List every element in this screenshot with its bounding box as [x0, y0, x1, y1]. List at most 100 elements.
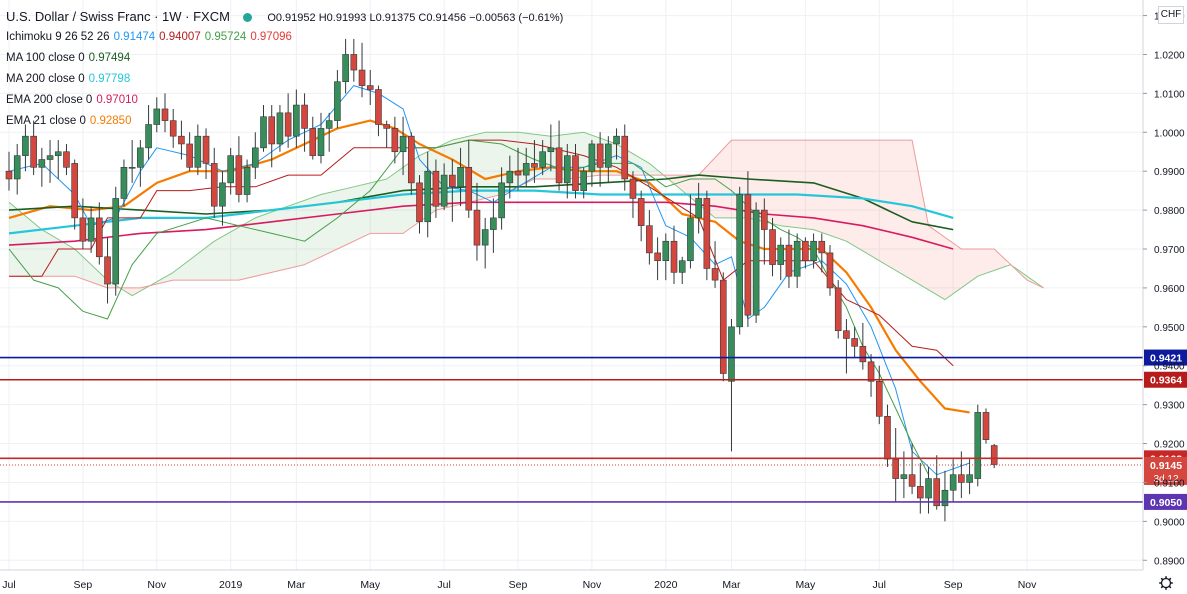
candle: [399, 116, 407, 176]
cloud-bullish-area: [152, 132, 662, 285]
candle: [834, 280, 842, 339]
indicator-label: EMA 21 close 0: [6, 115, 86, 127]
candle: [449, 159, 456, 222]
indicator-row[interactable]: MA 200 close 0 0.97798: [6, 69, 563, 90]
candle: [383, 120, 390, 148]
candle: [366, 70, 374, 106]
x-tick-label: Sep: [74, 579, 93, 591]
indicator-label: EMA 200 close 0: [6, 94, 93, 106]
y-tick-label: 0.9400: [1154, 362, 1185, 373]
candle: [137, 140, 144, 187]
candle: [629, 171, 637, 218]
symbol-row[interactable]: U.S. Dollar / Swiss Franc · 1W · FXCM O0…: [6, 6, 563, 27]
indicator-row[interactable]: Ichimoku 9 26 52 26 0.91474 0.94007 0.95724…: [6, 27, 563, 48]
candle: [728, 319, 735, 452]
candle: [654, 237, 661, 281]
candle: [662, 233, 670, 281]
indicator-row[interactable]: EMA 200 close 0 0.97010: [6, 90, 563, 111]
candle: [547, 124, 555, 172]
candle: [260, 105, 267, 152]
indicator-row[interactable]: EMA 21 close 0 0.92850: [6, 111, 563, 132]
indicator-row[interactable]: MA 100 close 0 0.97494: [6, 48, 563, 69]
candle: [473, 182, 481, 261]
symbol-title: U.S. Dollar / Swiss Franc · 1W · FXCM: [6, 9, 230, 24]
x-tick-label: Jul: [2, 579, 15, 591]
level-price-tag: [1144, 371, 1187, 388]
candle: [424, 151, 432, 238]
currency-badge[interactable]: CHF: [1158, 6, 1184, 24]
candle: [744, 171, 752, 327]
y-tick-label: 0.9600: [1154, 284, 1185, 295]
chart-legend: U.S. Dollar / Swiss Franc · 1W · FXCM O0…: [6, 6, 563, 132]
candle: [375, 85, 382, 137]
candle: [613, 128, 620, 160]
candle: [350, 38, 358, 82]
candle: [481, 217, 489, 269]
candle: [605, 136, 612, 183]
candle: [531, 140, 538, 183]
candle: [202, 128, 210, 179]
y-tick-label: 0.9500: [1154, 323, 1185, 334]
grid-lines: [0, 0, 1143, 570]
candle: [358, 42, 366, 98]
candle: [416, 175, 423, 234]
candle: [966, 459, 973, 495]
y-tick-label: 0.9700: [1154, 245, 1185, 256]
level-price-label: 0.9421: [1150, 353, 1182, 365]
x-tick-label: 2019: [219, 579, 243, 591]
price-axis: 1.03001.02001.01001.00000.99000.98000.97…: [1142, 0, 1185, 570]
candle: [588, 140, 596, 187]
indicator-value: 0.95724: [204, 31, 247, 43]
candle: [678, 256, 686, 285]
candle: [391, 116, 399, 164]
candle: [572, 143, 579, 199]
indicator-value: 0.91474: [113, 31, 156, 43]
cloud-bearish-area: [123, 286, 149, 296]
indicator-value: 0.97096: [250, 31, 292, 43]
candle: [63, 143, 70, 176]
candle: [498, 167, 505, 230]
x-tick-label: May: [795, 579, 816, 591]
candle: [407, 132, 415, 195]
bar-countdown-label: 3d 12: [1153, 474, 1178, 485]
candle: [777, 237, 785, 281]
candle: [875, 365, 883, 425]
candle: [949, 459, 957, 502]
y-tick-label: 0.9900: [1154, 167, 1185, 178]
candle: [145, 105, 152, 160]
candle: [925, 466, 932, 514]
market-status-icon: [243, 13, 253, 23]
candle: [810, 233, 817, 269]
candle: [539, 140, 546, 176]
candle: [13, 143, 21, 195]
settings-gear-icon: [1159, 576, 1173, 590]
x-tick-label: Nov: [1018, 579, 1037, 591]
ema-200-close-0-line: [8, 201, 954, 250]
indicator-value: 0.94007: [159, 31, 201, 43]
y-tick-label: 1.0200: [1154, 50, 1185, 61]
indicator-value: 0.97798: [88, 73, 131, 85]
candle: [465, 140, 473, 218]
candle: [104, 237, 111, 304]
level-price-tag: [1144, 493, 1187, 510]
level-price-tag: [1144, 349, 1187, 366]
candle: [169, 108, 177, 148]
ma-100-close-0-line: [8, 174, 954, 231]
candle: [252, 132, 259, 179]
candle: [457, 147, 464, 207]
y-tick-label: 0.9200: [1154, 440, 1185, 451]
candle: [982, 408, 990, 444]
candle: [637, 190, 645, 242]
candle: [186, 132, 193, 172]
candle: [941, 470, 949, 522]
candle: [153, 97, 161, 133]
x-tick-label: Nov: [147, 579, 166, 591]
indicator-value: 0.97494: [88, 52, 131, 64]
candle: [128, 140, 136, 183]
indicator-label: MA 100 close 0: [6, 52, 85, 64]
y-tick-label: 0.9800: [1154, 206, 1185, 217]
candle: [293, 89, 300, 148]
time-axis: Jul Sep Nov 2019 Mar May Jul Sep Nov 2020 Mar May Ju…: [0, 569, 1173, 591]
candle: [46, 140, 54, 183]
